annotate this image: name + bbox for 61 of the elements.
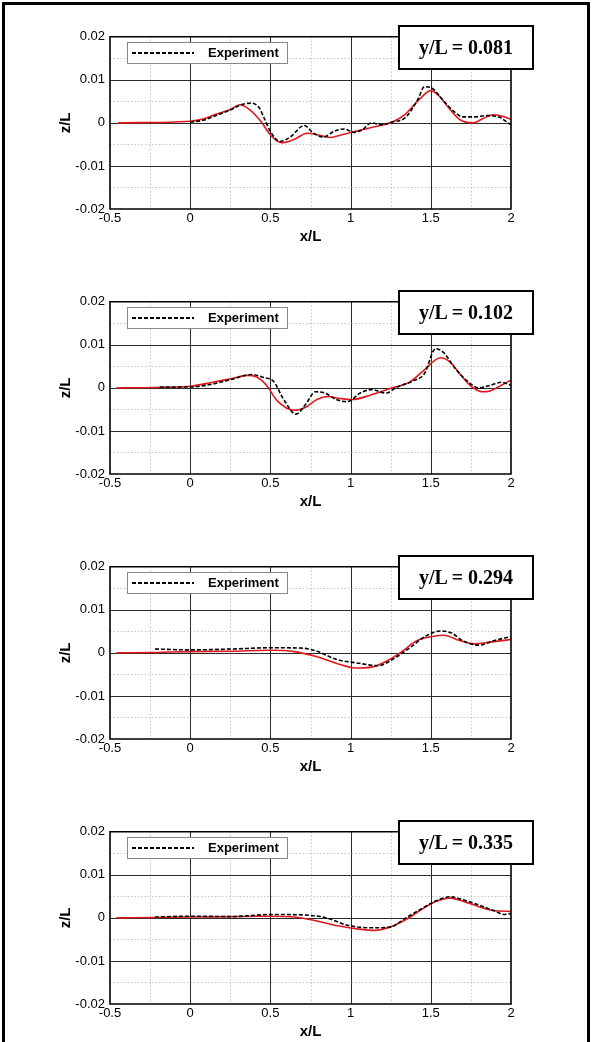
x-tick-label: 1.5 [421, 475, 440, 491]
line-series [115, 897, 511, 932]
line-series [117, 89, 511, 144]
legend-label: Experiment [208, 840, 279, 856]
y-tick-label: 0 [97, 909, 105, 925]
annotation: y/L = 0.294 [398, 555, 534, 600]
x-tick-label: 1.5 [421, 1005, 440, 1021]
y-tick-label: -0.01 [75, 157, 105, 173]
y-tick-label: 0 [97, 379, 105, 395]
y-tick-label: -0.01 [75, 687, 105, 703]
y-tick-label: 0.02 [79, 293, 105, 309]
y-axis-title: z/L [56, 112, 74, 134]
line-series [154, 630, 511, 667]
x-tick-label: 1 [346, 210, 355, 226]
x-axis-title: x/L [299, 492, 322, 510]
x-axis-title: x/L [299, 1022, 322, 1040]
x-tick-label: 2 [507, 1005, 515, 1021]
x-tick-label: 0 [186, 740, 194, 756]
legend-label: Experiment [208, 310, 279, 326]
line-series [115, 356, 511, 412]
y-tick-label: 0.01 [79, 71, 105, 87]
annotation: y/L = 0.102 [398, 290, 534, 335]
y-tick-label: 0.01 [79, 601, 105, 617]
y-tick-label: -0.01 [75, 952, 105, 968]
y-axis-title: z/L [56, 377, 74, 399]
x-tick-label: 1.5 [421, 210, 440, 226]
line-series [115, 634, 511, 669]
y-tick-label: -0.01 [75, 422, 105, 438]
x-tick-label: 2 [507, 740, 515, 756]
y-tick-label: 0 [97, 114, 105, 130]
y-tick-label: 0.01 [79, 336, 105, 352]
x-tick-label: 1 [346, 475, 355, 491]
x-axis-title: x/L [299, 227, 322, 245]
legend-label: Experiment [208, 575, 279, 591]
y-tick-label: -0.02 [75, 995, 105, 1011]
x-tick-label: 1.5 [421, 740, 440, 756]
y-tick-label: 0.01 [79, 866, 105, 882]
x-tick-label: 1 [346, 1005, 355, 1021]
y-tick-label: 0.02 [79, 28, 105, 44]
x-tick-label: 1 [346, 740, 355, 756]
y-tick-label: 0.02 [79, 823, 105, 839]
y-tick-label: 0.02 [79, 558, 105, 574]
x-tick-label: 0 [186, 475, 194, 491]
x-tick-label: 2 [507, 210, 515, 226]
annotation: y/L = 0.335 [398, 820, 534, 865]
y-tick-label: -0.02 [75, 465, 105, 481]
y-tick-label: -0.02 [75, 200, 105, 216]
x-tick-label: 0.5 [261, 475, 280, 491]
y-axis-title: z/L [56, 907, 74, 929]
x-tick-label: 2 [507, 475, 515, 491]
legend-label: Experiment [208, 45, 279, 61]
annotation: y/L = 0.081 [398, 25, 534, 70]
y-tick-label: 0 [97, 644, 105, 660]
x-tick-label: 0 [186, 210, 194, 226]
x-tick-label: 0.5 [261, 210, 280, 226]
y-tick-label: -0.02 [75, 730, 105, 746]
x-tick-label: 0.5 [261, 1005, 280, 1021]
x-axis-title: x/L [299, 757, 322, 775]
y-axis-title: z/L [56, 642, 74, 664]
x-tick-label: 0 [186, 1005, 194, 1021]
x-tick-label: 0.5 [261, 740, 280, 756]
